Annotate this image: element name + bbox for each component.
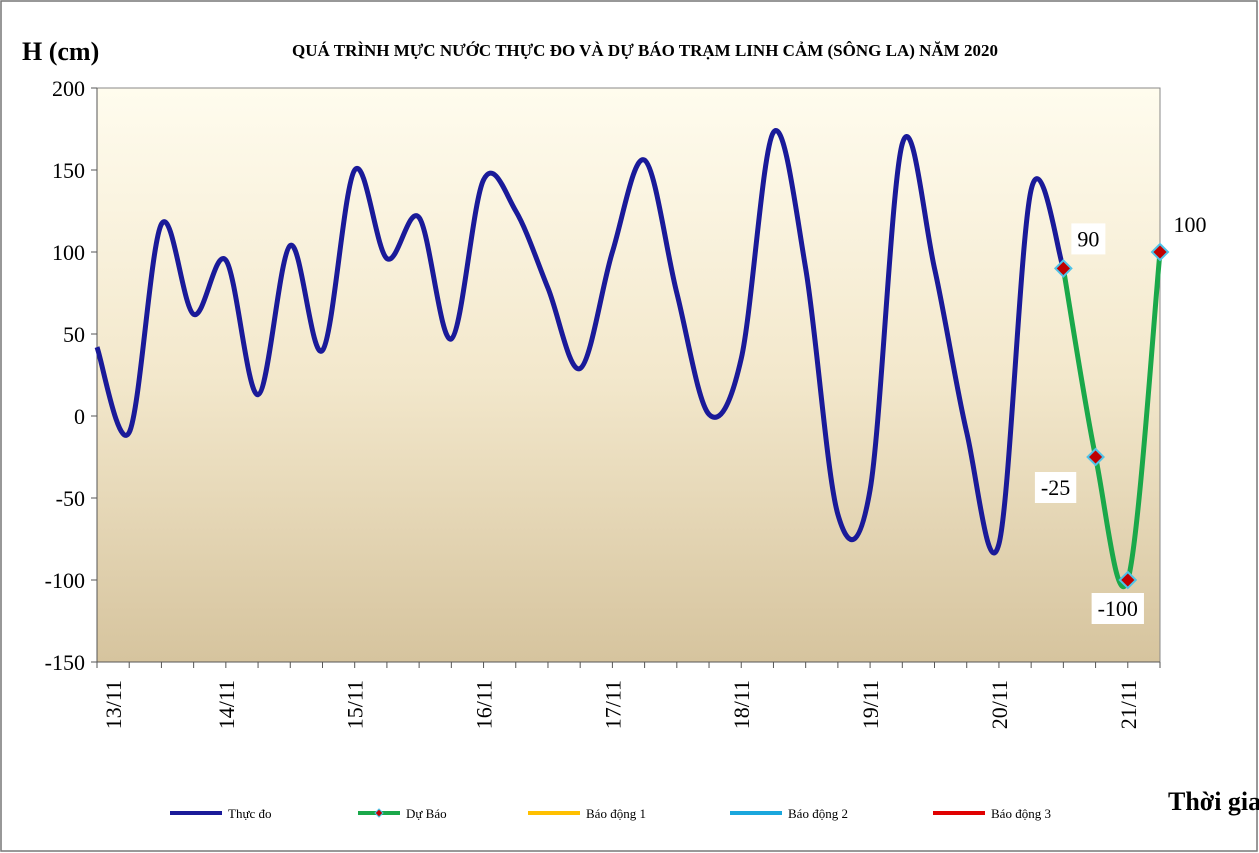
data-point <box>1053 258 1073 278</box>
data-label-group: 100 <box>1167 209 1213 240</box>
legend-label: Báo động 2 <box>788 806 848 821</box>
legend-label: Thực đo <box>228 806 272 821</box>
legend-label: Báo động 3 <box>991 806 1051 821</box>
data-label-box <box>1071 223 1106 255</box>
data-label-box <box>1034 472 1077 503</box>
data-label: 90 <box>1077 226 1099 251</box>
plot-area <box>96 87 1161 663</box>
series-line <box>1060 251 1163 590</box>
series-line <box>94 128 1066 556</box>
x-tick-label: 15/11 <box>343 680 368 729</box>
legend-label: Báo động 1 <box>586 806 646 821</box>
y-tick-label: -150 <box>45 650 85 675</box>
data-label-box <box>1167 209 1213 240</box>
y-tick-label: 200 <box>52 76 85 101</box>
legend-label: Dự Báo <box>406 806 447 821</box>
data-label-group: -100 <box>1091 593 1144 624</box>
y-tick-label: 100 <box>52 240 85 265</box>
y-axis-label: H (cm) <box>22 37 99 66</box>
x-tick-label: 17/11 <box>600 680 625 729</box>
x-tick-label: 18/11 <box>729 680 754 729</box>
data-point <box>1150 242 1170 262</box>
data-point <box>1086 447 1105 467</box>
x-tick-label: 21/11 <box>1116 680 1141 729</box>
x-axis-label: Thời gian <box>1168 787 1259 816</box>
legend-marker <box>374 808 384 818</box>
data-label-group: 90 <box>1071 223 1106 255</box>
data-label: -25 <box>1041 475 1070 500</box>
y-tick-label: 50 <box>63 322 85 347</box>
data-point <box>1118 570 1138 590</box>
data-label: -100 <box>1098 596 1138 621</box>
x-tick-label: 20/11 <box>987 680 1012 729</box>
data-label-group: -25 <box>1034 472 1077 503</box>
x-tick-label: 19/11 <box>858 680 883 729</box>
x-tick-label: 16/11 <box>472 680 497 729</box>
data-label: 100 <box>1174 212 1207 237</box>
data-label-box <box>1091 593 1144 624</box>
y-tick-label: 0 <box>74 404 85 429</box>
x-tick-label: 13/11 <box>101 680 126 729</box>
y-tick-label: -50 <box>56 486 85 511</box>
y-tick-label: 150 <box>52 158 85 183</box>
x-tick-label: 14/11 <box>214 680 239 729</box>
y-tick-label: -100 <box>45 568 85 593</box>
chart-title: QUÁ TRÌNH MỰC NƯỚC THỰC ĐO VÀ DỰ BÁO TRẠ… <box>292 41 998 60</box>
